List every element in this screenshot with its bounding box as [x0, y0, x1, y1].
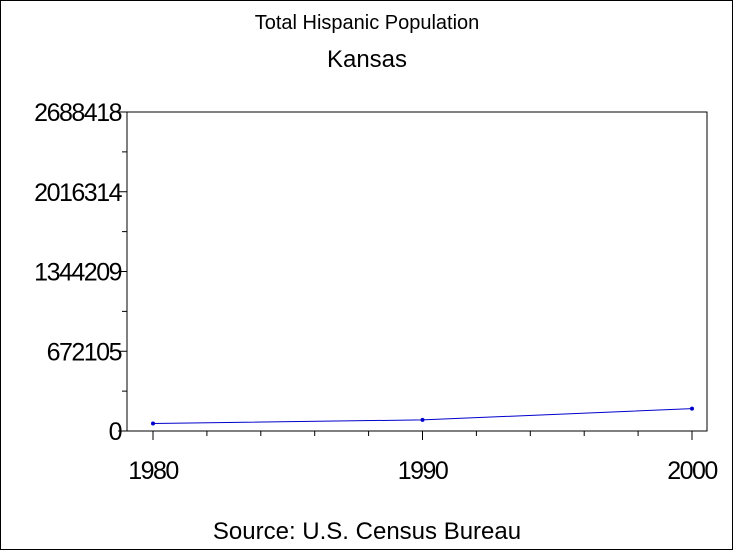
- data-point: [420, 417, 425, 422]
- x-tick-label: 1990: [398, 457, 448, 485]
- data-point: [151, 421, 155, 426]
- data-point: [690, 406, 694, 411]
- source-note: Source: U.S. Census Bureau: [213, 518, 521, 545]
- x-axis: 1980 1990 2000: [128, 431, 719, 485]
- y-tick-label: 672105: [47, 338, 122, 366]
- y-tick-label: 0: [109, 418, 122, 446]
- y-tick-label: 2016314: [34, 179, 122, 207]
- series-layer: [151, 406, 694, 426]
- chart-subtitle: Kansas: [327, 46, 407, 73]
- plot-area: [126, 111, 708, 432]
- y-tick-label: 1344209: [34, 259, 121, 287]
- x-tick-label: 2000: [667, 457, 717, 485]
- y-axis: 0 672105 1344209 2016314 2688418: [34, 99, 127, 446]
- x-tick-label: 1980: [128, 457, 178, 485]
- chart-title: Total Hispanic Population: [255, 12, 480, 34]
- y-tick-label: 2688418: [34, 99, 121, 127]
